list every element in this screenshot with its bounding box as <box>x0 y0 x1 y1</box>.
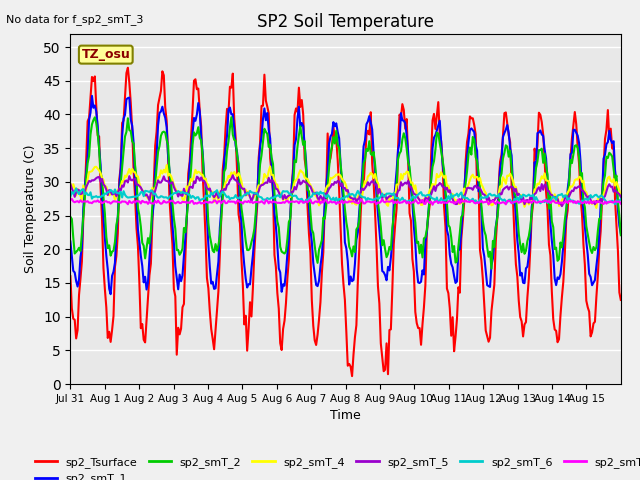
sp2_smT_5 <box>558 203 566 209</box>
sp2_Tsurface <box>348 373 356 379</box>
sp2_smT_1 <box>543 179 551 185</box>
sp2_smT_7 <box>104 200 111 205</box>
sp2_Tsurface <box>353 323 360 328</box>
Text: TZ_osu: TZ_osu <box>81 48 130 61</box>
sp2_smT_7 <box>67 197 74 203</box>
sp2_smT_4 <box>85 169 93 175</box>
sp2_smT_6 <box>617 196 625 202</box>
sp2_smT_5 <box>67 181 74 187</box>
Text: No data for f_sp2_smT_3: No data for f_sp2_smT_3 <box>6 14 144 25</box>
sp2_smT_1 <box>616 223 623 228</box>
sp2_Tsurface <box>67 274 74 279</box>
sp2_smT_4 <box>102 184 110 190</box>
Line: sp2_smT_4: sp2_smT_4 <box>70 165 621 208</box>
sp2_smT_4 <box>617 194 625 200</box>
sp2_smT_7 <box>86 200 94 205</box>
sp2_smT_5 <box>617 194 625 200</box>
sp2_smT_7 <box>351 200 359 205</box>
sp2_smT_1 <box>617 231 625 237</box>
sp2_smT_2 <box>488 266 495 272</box>
sp2_smT_4 <box>460 186 468 192</box>
Line: sp2_smT_7: sp2_smT_7 <box>70 199 621 205</box>
Line: sp2_smT_1: sp2_smT_1 <box>70 96 621 294</box>
sp2_smT_7 <box>461 197 469 203</box>
sp2_smT_4 <box>542 178 550 183</box>
sp2_Tsurface <box>85 115 93 121</box>
sp2_smT_2 <box>67 214 74 220</box>
sp2_smT_7 <box>617 201 625 206</box>
sp2_smT_7 <box>429 202 436 208</box>
sp2_smT_6 <box>351 194 359 200</box>
sp2_smT_6 <box>72 185 80 191</box>
sp2_smT_2 <box>616 213 623 219</box>
sp2_smT_1 <box>67 239 74 244</box>
sp2_smT_2 <box>227 114 235 120</box>
sp2_smT_1 <box>88 93 96 99</box>
Y-axis label: Soil Temperature (C): Soil Temperature (C) <box>24 144 38 273</box>
sp2_smT_1 <box>85 117 93 123</box>
sp2_smT_1 <box>107 291 115 297</box>
sp2_smT_2 <box>102 234 110 240</box>
sp2_smT_1 <box>104 266 111 272</box>
sp2_Tsurface <box>543 206 551 212</box>
Legend: sp2_Tsurface, sp2_smT_1, sp2_smT_2, sp2_smT_4, sp2_smT_5, sp2_smT_6, sp2_smT_7: sp2_Tsurface, sp2_smT_1, sp2_smT_2, sp2_… <box>30 453 640 480</box>
sp2_Tsurface <box>616 289 623 295</box>
sp2_smT_4 <box>163 162 170 168</box>
sp2_smT_7 <box>68 196 76 202</box>
Line: sp2_smT_6: sp2_smT_6 <box>70 188 621 204</box>
Title: SP2 Soil Temperature: SP2 Soil Temperature <box>257 12 434 31</box>
sp2_smT_2 <box>351 249 359 255</box>
sp2_smT_6 <box>104 189 111 195</box>
sp2_Tsurface <box>617 297 625 303</box>
Line: sp2_Tsurface: sp2_Tsurface <box>70 68 621 376</box>
sp2_smT_5 <box>102 187 110 192</box>
Line: sp2_smT_2: sp2_smT_2 <box>70 117 621 269</box>
sp2_smT_4 <box>616 188 623 193</box>
sp2_smT_5 <box>229 172 237 178</box>
sp2_smT_7 <box>616 199 623 204</box>
sp2_smT_6 <box>616 198 623 204</box>
sp2_smT_6 <box>611 202 619 207</box>
sp2_smT_5 <box>542 182 550 188</box>
sp2_Tsurface <box>461 159 469 165</box>
sp2_smT_4 <box>593 205 600 211</box>
sp2_smT_6 <box>460 193 468 199</box>
X-axis label: Time: Time <box>330 409 361 422</box>
sp2_smT_5 <box>351 194 359 200</box>
sp2_smT_1 <box>461 168 469 174</box>
sp2_smT_6 <box>86 190 94 195</box>
sp2_smT_2 <box>460 189 468 195</box>
sp2_smT_5 <box>85 178 93 184</box>
sp2_Tsurface <box>102 305 110 311</box>
sp2_smT_2 <box>543 171 551 177</box>
sp2_smT_5 <box>616 192 623 197</box>
Line: sp2_smT_5: sp2_smT_5 <box>70 175 621 206</box>
sp2_smT_1 <box>353 237 360 243</box>
sp2_Tsurface <box>124 65 132 71</box>
sp2_smT_2 <box>85 153 93 159</box>
sp2_smT_4 <box>67 180 74 186</box>
sp2_smT_2 <box>617 232 625 238</box>
sp2_smT_7 <box>543 199 551 205</box>
sp2_smT_5 <box>460 194 468 200</box>
sp2_smT_6 <box>67 194 74 200</box>
sp2_smT_4 <box>351 201 359 207</box>
sp2_smT_6 <box>542 197 550 203</box>
